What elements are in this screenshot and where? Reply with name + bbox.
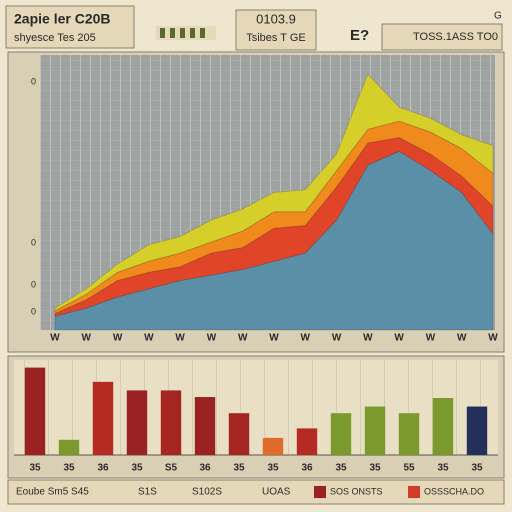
area-layer xyxy=(54,73,494,312)
x-tick-label: 35 xyxy=(29,463,41,474)
legend-label: OSSSCHA.DO xyxy=(424,486,484,496)
bar xyxy=(432,398,454,455)
area-layer xyxy=(54,150,494,331)
bar xyxy=(92,381,114,455)
y-label: 0 xyxy=(31,237,36,247)
x-tick-label: 35 xyxy=(369,463,381,474)
area-layer xyxy=(54,120,494,315)
legend-label: SOS ONSTS xyxy=(330,486,383,496)
x-tick-label: 35 xyxy=(63,463,75,474)
bar xyxy=(58,439,80,455)
center-box xyxy=(235,9,317,51)
x-tick-label: 36 xyxy=(97,463,109,474)
bar xyxy=(262,437,284,455)
bar-plot xyxy=(14,360,498,455)
bar xyxy=(24,367,46,455)
x-tick-label: W xyxy=(488,333,498,344)
bar xyxy=(398,413,420,455)
x-tick-label: W xyxy=(50,333,60,344)
badge: E? xyxy=(350,27,369,44)
x-tick-label: 35 xyxy=(267,463,279,474)
x-tick-label: S5 xyxy=(165,463,178,474)
x-tick-label: 35 xyxy=(233,463,245,474)
indicator-marks xyxy=(160,28,205,38)
x-tick-label: W xyxy=(457,333,467,344)
x-tick-label: W xyxy=(144,333,154,344)
bar xyxy=(330,413,352,455)
x-tick-label: W xyxy=(332,333,342,344)
x-tick-label: W xyxy=(207,333,217,344)
bar xyxy=(228,413,250,455)
x-tick-label: 55 xyxy=(403,463,415,474)
footer-label: UOAS xyxy=(262,487,291,498)
title-box xyxy=(5,5,135,49)
right-box xyxy=(381,23,503,51)
x-tick-label: W xyxy=(301,333,311,344)
x-tick-label: W xyxy=(394,333,404,344)
y-label: 0 xyxy=(31,279,36,289)
footer-label: S1S xyxy=(138,487,157,498)
bar xyxy=(296,428,318,455)
x-tick-label: W xyxy=(82,333,92,344)
corner-label: G xyxy=(494,11,502,22)
x-tick-label: W xyxy=(426,333,436,344)
x-tick-label: W xyxy=(113,333,123,344)
title: 2apie ler C20B xyxy=(14,11,111,27)
center-subtitle: Tsibes T GE xyxy=(246,32,306,44)
legend-swatch xyxy=(314,486,326,498)
y-label: 0 xyxy=(31,306,36,316)
x-tick-label: 35 xyxy=(471,463,483,474)
x-tick-label: 35 xyxy=(335,463,347,474)
bar xyxy=(160,390,182,455)
right-label: TOSS.1ASS TO0 xyxy=(413,31,498,43)
x-tick-label: W xyxy=(238,333,248,344)
area-layer xyxy=(54,136,494,317)
center-title: 0103.9 xyxy=(256,11,296,26)
bar xyxy=(364,406,386,455)
bar xyxy=(194,397,216,455)
footer-bar xyxy=(7,479,505,505)
x-tick-label: W xyxy=(363,333,373,344)
x-tick-label: 35 xyxy=(437,463,449,474)
bar xyxy=(466,406,488,455)
x-tick-label: 36 xyxy=(301,463,313,474)
x-tick-label: 36 xyxy=(199,463,211,474)
footer-label: Eoube Sm5 S45 xyxy=(16,487,89,498)
y-label: 0 xyxy=(31,76,36,86)
x-tick-label: 35 xyxy=(131,463,143,474)
bar xyxy=(126,390,148,455)
footer-label: S102S xyxy=(192,487,222,498)
subtitle: shyesce Tes 205 xyxy=(14,32,96,44)
x-tick-label: W xyxy=(269,333,279,344)
x-tick-label: W xyxy=(175,333,185,344)
legend-swatch xyxy=(408,486,420,498)
